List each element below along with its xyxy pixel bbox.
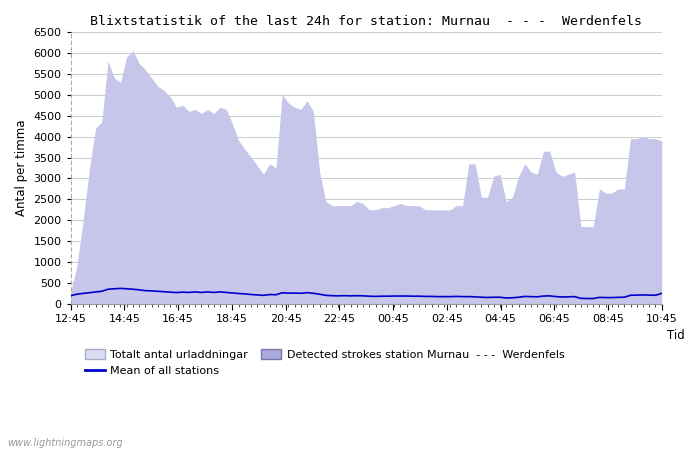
Text: Tid: Tid bbox=[667, 329, 685, 342]
Text: www.lightningmaps.org: www.lightningmaps.org bbox=[7, 438, 122, 448]
Legend: Totalt antal urladdningar, Mean of all stations, Detected strokes station Murnau: Totalt antal urladdningar, Mean of all s… bbox=[80, 345, 569, 380]
Y-axis label: Antal per timma: Antal per timma bbox=[15, 120, 28, 216]
Title: Blixtstatistik of the last 24h for station: Murnau  - - -  Werdenfels: Blixtstatistik of the last 24h for stati… bbox=[90, 15, 642, 28]
